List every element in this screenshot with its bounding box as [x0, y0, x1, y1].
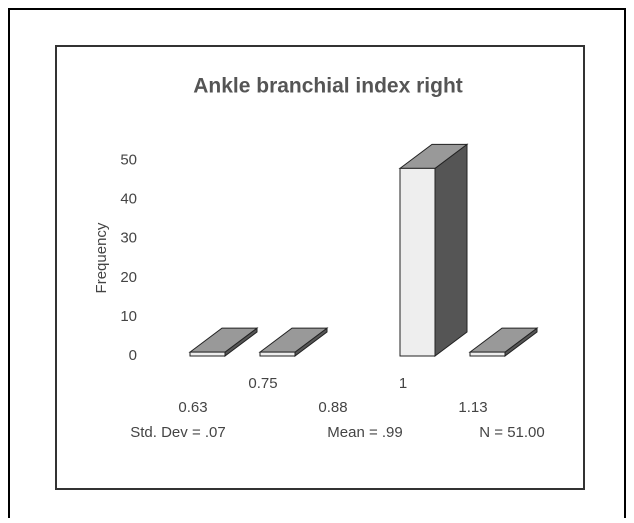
- y-tick-label: 30: [120, 230, 137, 247]
- statistic-annotation: N = 51.00: [479, 424, 544, 441]
- x-tick-label: 1.13: [458, 399, 487, 416]
- x-tick-label: 0.88: [318, 399, 347, 416]
- x-tick-label: 0.75: [248, 375, 277, 392]
- y-tick-label: 20: [120, 269, 137, 286]
- bar: [399, 167, 436, 357]
- x-tick-label: 0.63: [178, 399, 207, 416]
- bar: [189, 351, 226, 357]
- y-tick-label: 10: [120, 308, 137, 325]
- y-tick-label: 40: [120, 191, 137, 208]
- y-tick-label: 0: [129, 347, 137, 364]
- x-tick-label: 1: [399, 375, 407, 392]
- bar: [469, 351, 506, 357]
- bar: [259, 351, 296, 357]
- chart-title: Ankle branchial index right: [193, 75, 463, 98]
- statistic-annotation: Std. Dev = .07: [130, 424, 225, 441]
- y-tick-label: 50: [120, 152, 137, 169]
- statistic-annotation: Mean = .99: [327, 424, 402, 441]
- bar-side: [434, 143, 468, 357]
- chart-frame: [55, 45, 585, 490]
- y-axis-label: Frequency: [93, 222, 110, 293]
